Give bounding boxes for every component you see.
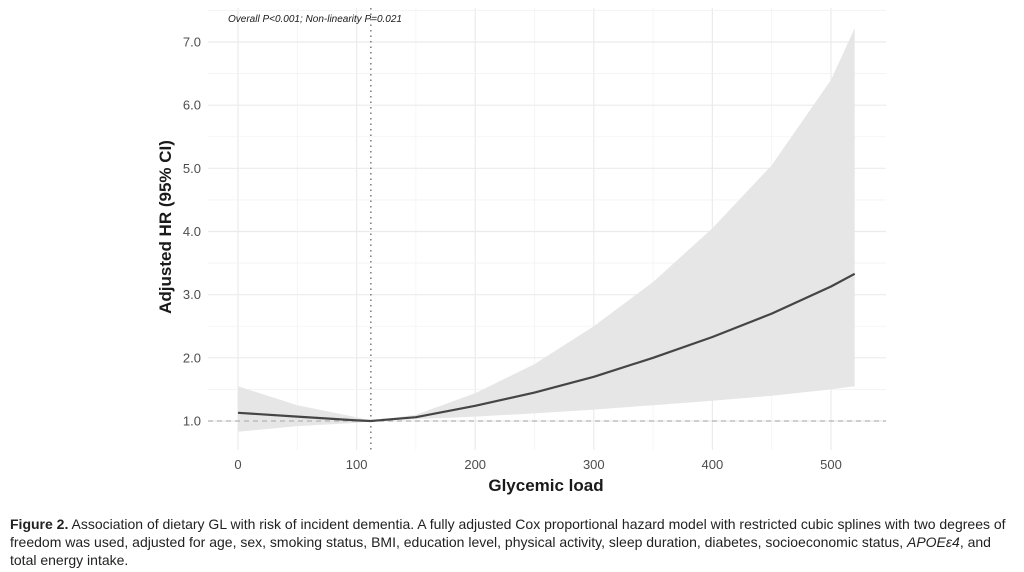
hr-curve-layer — [237, 272, 856, 423]
y-tick-label: 1.0 — [183, 414, 201, 429]
x-axis-ticks: 0 100 200 300 400 500 — [234, 457, 841, 472]
confidence-band — [238, 28, 855, 432]
reference-lines — [208, 8, 886, 450]
hr-curve — [237, 272, 856, 423]
caption-tail: , and total energy intake. — [10, 534, 991, 568]
y-tick-label: 2.0 — [183, 350, 201, 365]
y-tick-label: 6.0 — [183, 98, 201, 113]
ci-band — [238, 28, 855, 432]
x-tick-label: 500 — [820, 457, 842, 472]
x-tick-label: 400 — [702, 457, 724, 472]
caption-label: Figure 2. — [10, 516, 69, 532]
caption-gene: APOEε4 — [906, 534, 960, 550]
y-tick-label: 3.0 — [183, 287, 201, 302]
y-tick-label: 5.0 — [183, 161, 201, 176]
x-tick-label: 300 — [583, 457, 605, 472]
y-tick-label: 4.0 — [183, 224, 201, 239]
hr-spline-chart: 0 100 200 300 400 500 1.0 2.0 3.0 4.0 5.0 6.0 7.0 O… — [156, 8, 886, 495]
y-axis-ticks: 1.0 2.0 3.0 4.0 5.0 6.0 7.0 — [183, 35, 201, 429]
caption-text: Association of dietary GL with risk of i… — [10, 516, 1006, 550]
x-axis-title: Glycemic load — [488, 476, 603, 495]
y-tick-label: 7.0 — [183, 35, 201, 50]
chart-annotation: Overall P<0.001; Non-linearity P=0.021 — [228, 14, 402, 25]
figure-caption: Figure 2. Association of dietary GL with… — [10, 515, 1020, 569]
x-tick-label: 0 — [234, 457, 241, 472]
y-axis-title: Adjusted HR (95% CI) — [156, 140, 175, 314]
x-tick-label: 100 — [346, 457, 368, 472]
x-tick-label: 200 — [464, 457, 486, 472]
